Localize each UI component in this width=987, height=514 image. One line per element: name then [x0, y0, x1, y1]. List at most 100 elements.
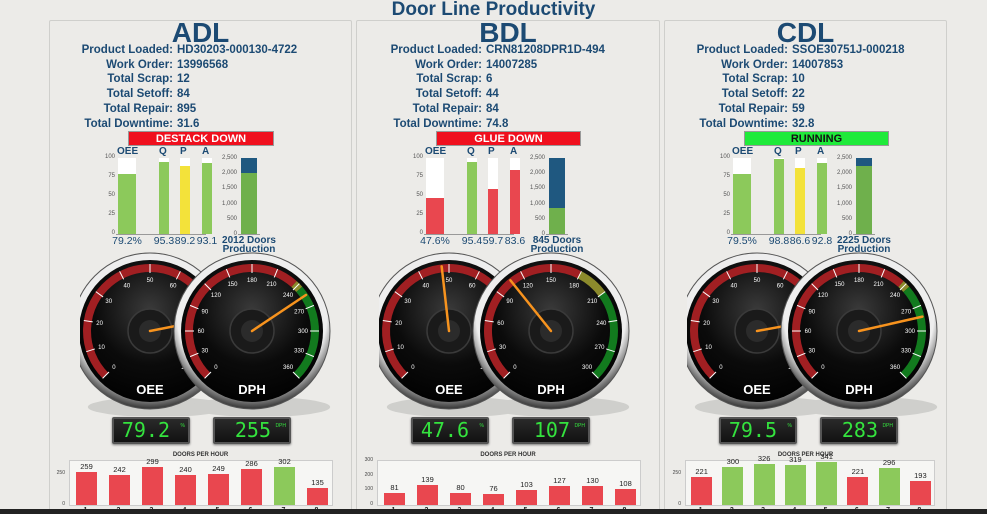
oee-digital-display: 79.2%: [112, 417, 190, 444]
info-label: Total Setoff:: [106, 88, 173, 101]
gauge-tick-label: 180: [247, 278, 258, 284]
hourly-bar: [816, 462, 838, 505]
page-title: Door Line Productivity: [391, 0, 596, 20]
info-label: Work Order:: [721, 58, 788, 71]
kpi-axis-label: 50: [723, 192, 730, 198]
production-bar: [549, 158, 565, 234]
gauge-tick-label: 60: [198, 329, 205, 335]
kpi-bar-oee: [118, 158, 136, 234]
kpi-axis-label: 0: [111, 230, 115, 236]
dph-digital-value: 283: [841, 418, 878, 442]
line-name: ADL: [171, 17, 230, 48]
gauge-tick-label: 120: [523, 284, 534, 290]
gauge-tick-label: 60: [805, 329, 812, 335]
dph-digital-display: 107 DPH: [512, 417, 590, 444]
production-bar-fill: [856, 166, 872, 234]
gauge-tick-label: 90: [506, 299, 513, 305]
hourly-value: 296: [882, 457, 896, 467]
kpi-bar-fill: [510, 170, 520, 234]
gauge-tick-label: 210: [587, 299, 598, 305]
gauge-needle: [509, 279, 553, 333]
oee-digital-value: 79.5: [728, 418, 777, 442]
kpi-value: 93.1: [196, 235, 218, 247]
gauge-tick-label: 300: [905, 329, 916, 335]
production-axis-label: 1,500: [529, 185, 545, 192]
info-row-scrap: Total Scrap: 6: [357, 72, 659, 86]
hourly-value: 249: [212, 463, 225, 473]
gauge-tick-label: 360: [890, 365, 901, 371]
production-axis-label: 1,500: [221, 185, 237, 192]
hourly-bar: [274, 467, 295, 505]
gauge-tick-label: 300: [582, 365, 593, 371]
kpi-axis-label: 50: [416, 192, 423, 198]
hourly-value: 76: [489, 483, 498, 493]
info-value: SSOE30751J-000218: [792, 44, 905, 56]
production-axis-label: 0: [541, 231, 545, 237]
gauge-tick-label: 270: [901, 309, 912, 315]
production-axis-label: 500: [841, 215, 852, 222]
oee-digital-value: 47.6: [420, 418, 469, 442]
gauge-tick-label: 20: [703, 321, 710, 327]
production-axis-label: 1,000: [221, 200, 237, 207]
kpi-axis: [731, 234, 821, 235]
dph-digital-display: 283 DPH: [820, 417, 898, 444]
hourly-value: 193: [914, 470, 927, 480]
kpi-axis-label: 100: [104, 154, 115, 160]
production-axis-label: 0: [233, 231, 237, 237]
line-name: BDL: [479, 17, 537, 48]
hourly-value: 135: [311, 478, 324, 488]
line-name: CDL: [776, 17, 835, 48]
info-row-setoff: Total Setoff: 22: [665, 87, 946, 101]
hourly-value: 300: [726, 457, 740, 467]
status-badge: GLUE DOWN: [436, 131, 581, 146]
kpi-bar-q: [159, 158, 169, 234]
gauge-tick-label: 30: [499, 345, 506, 351]
hourly-bar: [76, 472, 97, 505]
info-label: Total Repair:: [412, 102, 482, 115]
kpi-head-oee: OEE: [425, 146, 447, 157]
info-row-work-order: Work Order: 14007285: [357, 58, 659, 72]
hourly-bar: [483, 493, 504, 505]
dph-digital-display: 255 DPH: [213, 417, 291, 444]
hourly-bar: [307, 488, 328, 505]
kpi-value: 89.2: [174, 235, 196, 247]
info-row-downtime: Total Downtime: 74.8: [357, 117, 659, 131]
gauge-tick-label: 180: [569, 284, 580, 290]
production-axis-label: 1,000: [529, 200, 545, 207]
kpi-bar-fill: [180, 166, 190, 234]
production-axis-label: 1,500: [836, 185, 852, 192]
kpi-value: 86.6: [789, 235, 811, 247]
status-badge: DESTACK DOWN: [128, 131, 274, 146]
info-label: Product Loaded:: [390, 44, 482, 56]
oee-digital-unit: %: [180, 423, 185, 429]
gauge-tick-label: 330: [294, 349, 305, 355]
production-bar: [241, 158, 257, 234]
kpi-bar-fill: [426, 197, 444, 234]
gauge-label: OEE: [435, 382, 463, 397]
kpi-bar-a: [202, 158, 212, 234]
gauge-tick-label: 330: [901, 349, 912, 355]
gauge-tick-label: 10: [98, 345, 105, 351]
info-value: 84: [177, 88, 190, 101]
hourly-value: 108: [619, 479, 632, 489]
kpi-value: 95.4: [461, 235, 483, 247]
dph-digital-value: 107: [533, 418, 570, 442]
info-label: Total Setoff:: [721, 88, 788, 101]
info-label: Product Loaded:: [81, 44, 173, 56]
gauge-tick-label: 30: [404, 299, 411, 305]
gauge-needle: [857, 315, 924, 333]
kpi-axis-label: 100: [719, 154, 730, 160]
kpi-head-p: P: [180, 146, 187, 157]
dph-y-tick: 100: [364, 486, 373, 493]
production-axis-label: 500: [226, 215, 237, 222]
production-bar: [856, 158, 872, 234]
hourly-value: 240: [179, 464, 192, 474]
hourly-bar: [142, 467, 163, 505]
gauge-tick-label: 360: [283, 365, 294, 371]
panel-adl: ADL Product Loaded: HD30203-000130-4722 Wor…: [49, 17, 352, 514]
info-label: Total Downtime:: [699, 117, 788, 130]
gauge-tick-label: 30: [105, 299, 112, 305]
production-axis-label: 2,500: [836, 155, 852, 161]
hourly-value: 286: [245, 459, 258, 469]
info-label: Work Order:: [415, 58, 482, 71]
